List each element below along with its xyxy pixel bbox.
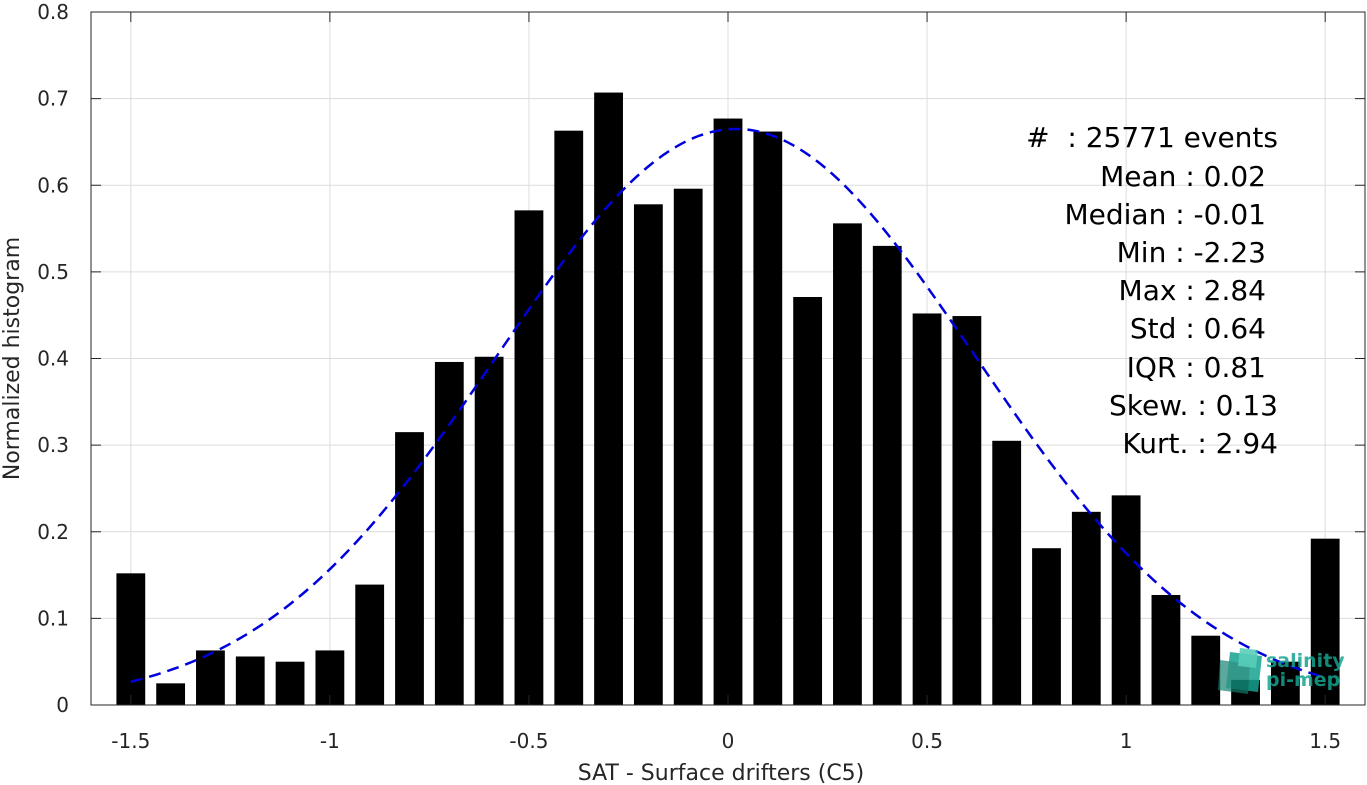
x-tick-label: 1 [1120, 729, 1133, 753]
histogram-bar [952, 316, 982, 705]
logo-line2: pi-mep [1266, 669, 1340, 691]
axis-ticks [91, 11, 1365, 706]
histogram-bar [395, 432, 424, 705]
y-tick-label: 0 [56, 693, 69, 717]
histogram-bar [554, 130, 584, 705]
stat-events: # : 25771 events [1026, 121, 1278, 154]
y-tick-label: 0.5 [37, 260, 69, 284]
histogram-bar [633, 204, 663, 705]
histogram-bar [872, 245, 902, 705]
histogram-bar [1111, 495, 1141, 705]
y-axis-label: Normalized histogram [0, 237, 25, 480]
x-tick-label: -0.5 [509, 729, 548, 753]
stat-min: Min : -2.23 [1117, 236, 1266, 269]
histogram-bar [912, 313, 942, 705]
histogram-bar [1151, 594, 1181, 705]
tick-labels: -1.5 -1 -0.5 0 0.5 1 1.5 0 0.1 0.2 0.3 0.4 0.5 0.6 0.7… [37, 0, 1341, 753]
histogram-bar [275, 661, 305, 705]
histogram-bars [116, 92, 1340, 706]
histogram-bar [1032, 548, 1061, 705]
y-tick-label: 0.7 [37, 87, 69, 111]
histogram-bar [156, 683, 186, 705]
x-tick-label: -1 [320, 729, 340, 753]
histogram-bar [355, 584, 385, 705]
stat-skew: Skew. : 0.13 [1109, 389, 1278, 422]
gaussian-fit-curve [130, 127, 1326, 683]
y-tick-label: 0.3 [37, 433, 69, 457]
histogram-bar [434, 361, 464, 705]
histogram-bar [116, 573, 146, 705]
histogram-bar [235, 656, 265, 705]
x-tick-label: -1.5 [111, 729, 150, 753]
logo-mark-icon [1218, 648, 1262, 694]
statistics-annotation: # : 25771 events Mean : 0.02 Median : -0… [1026, 121, 1278, 460]
y-tick-label: 0.1 [37, 606, 69, 630]
stat-median: Median : -0.01 [1064, 198, 1266, 231]
stat-mean: Mean : 0.02 [1100, 160, 1266, 193]
stat-iqr: IQR : 0.81 [1127, 351, 1266, 384]
histogram-bar [474, 356, 504, 705]
histogram-bar [1191, 635, 1221, 705]
histogram-bar [1071, 511, 1101, 705]
salinity-pimep-logo: salinity pi-mep [1218, 648, 1345, 694]
histogram-bar [833, 223, 862, 706]
histogram-bar [992, 440, 1022, 705]
x-tick-label: 0.5 [911, 729, 943, 753]
x-tick-label: 0 [722, 729, 735, 753]
stat-std: Std : 0.64 [1130, 312, 1266, 345]
logo-line1: salinity [1266, 650, 1345, 672]
histogram-bar [1310, 538, 1340, 705]
y-tick-label: 0.8 [37, 0, 69, 24]
histogram-bar [673, 188, 703, 706]
y-tick-label: 0.4 [37, 347, 69, 371]
histogram-bar [793, 296, 823, 705]
x-tick-label: 1.5 [1309, 729, 1341, 753]
histogram-bar [196, 650, 225, 705]
y-tick-label: 0.6 [37, 173, 69, 197]
x-axis-label: SAT - Surface drifters (C5) [578, 761, 865, 785]
stat-max: Max : 2.84 [1119, 274, 1266, 307]
y-tick-label: 0.2 [37, 520, 69, 544]
stat-kurt: Kurt. : 2.94 [1122, 427, 1278, 460]
histogram-bar [713, 118, 743, 705]
histogram-bar [594, 92, 623, 705]
histogram-bar [753, 131, 783, 706]
histogram-bar [514, 210, 544, 705]
